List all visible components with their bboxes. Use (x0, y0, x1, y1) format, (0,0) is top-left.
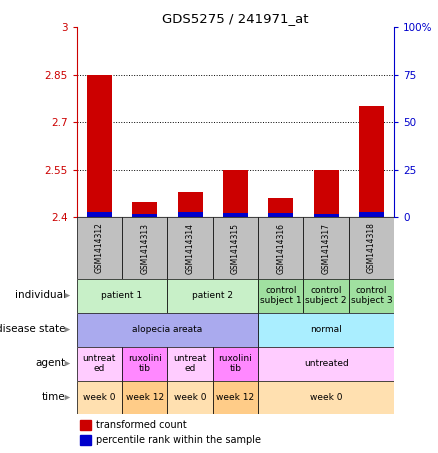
Bar (177, 212, 202, 217)
Bar (177, 192, 202, 217)
Text: normal: normal (310, 325, 342, 334)
Text: untreat
ed: untreat ed (173, 354, 207, 373)
Bar (258, 279, 304, 313)
Bar (349, 279, 394, 313)
Text: untreated: untreated (304, 359, 349, 368)
Bar (223, 213, 248, 217)
Text: control
subject 3: control subject 3 (351, 286, 392, 305)
Bar (122, 381, 167, 414)
Text: ruxolini
tib: ruxolini tib (128, 354, 162, 373)
Bar (223, 170, 248, 217)
Text: percentile rank within the sample: percentile rank within the sample (95, 435, 261, 445)
Bar (77, 347, 122, 381)
Bar (80, 435, 91, 445)
Bar (87, 212, 112, 217)
Text: GSM1414316: GSM1414316 (276, 222, 285, 274)
Text: GSM1414314: GSM1414314 (186, 222, 194, 274)
Bar (213, 347, 258, 381)
Bar (268, 198, 293, 217)
Bar (122, 217, 167, 279)
Text: GSM1414313: GSM1414313 (140, 222, 149, 274)
Text: week 12: week 12 (216, 393, 254, 402)
Text: ruxolini
tib: ruxolini tib (219, 354, 252, 373)
Bar (213, 381, 258, 414)
Bar (213, 217, 258, 279)
Text: control
subject 2: control subject 2 (305, 286, 347, 305)
Bar (304, 279, 349, 313)
Text: transformed count: transformed count (95, 419, 187, 430)
Text: week 12: week 12 (126, 393, 164, 402)
Bar (77, 279, 167, 313)
Bar (167, 279, 258, 313)
Text: week 0: week 0 (310, 393, 343, 402)
Bar (258, 313, 394, 347)
Bar (314, 214, 339, 217)
Text: GSM1414315: GSM1414315 (231, 222, 240, 274)
Text: GSM1414317: GSM1414317 (321, 222, 331, 274)
Bar (304, 217, 349, 279)
Bar (80, 419, 91, 430)
Bar (77, 313, 258, 347)
Bar (349, 217, 394, 279)
Bar (122, 347, 167, 381)
Text: time: time (42, 392, 66, 402)
Text: week 0: week 0 (83, 393, 116, 402)
Text: week 0: week 0 (174, 393, 206, 402)
Bar (359, 106, 384, 217)
Bar (87, 75, 112, 217)
Bar (132, 202, 157, 217)
Bar (258, 347, 394, 381)
Bar (77, 217, 122, 279)
Bar (77, 381, 122, 414)
Bar (167, 217, 213, 279)
Text: patient 2: patient 2 (192, 291, 233, 300)
Bar (258, 381, 394, 414)
Text: alopecia areata: alopecia areata (132, 325, 202, 334)
Text: untreat
ed: untreat ed (83, 354, 116, 373)
Bar (268, 213, 293, 217)
Bar (314, 170, 339, 217)
Text: control
subject 1: control subject 1 (260, 286, 302, 305)
Text: patient 1: patient 1 (102, 291, 143, 300)
Bar (167, 347, 213, 381)
Text: agent: agent (35, 358, 66, 368)
Bar (167, 381, 213, 414)
Text: GSM1414318: GSM1414318 (367, 222, 376, 274)
Text: GSM1414312: GSM1414312 (95, 222, 104, 274)
Bar (258, 217, 304, 279)
Text: individual: individual (14, 290, 66, 300)
Bar (132, 214, 157, 217)
Title: GDS5275 / 241971_at: GDS5275 / 241971_at (162, 12, 309, 24)
Text: disease state: disease state (0, 324, 66, 334)
Bar (359, 212, 384, 217)
